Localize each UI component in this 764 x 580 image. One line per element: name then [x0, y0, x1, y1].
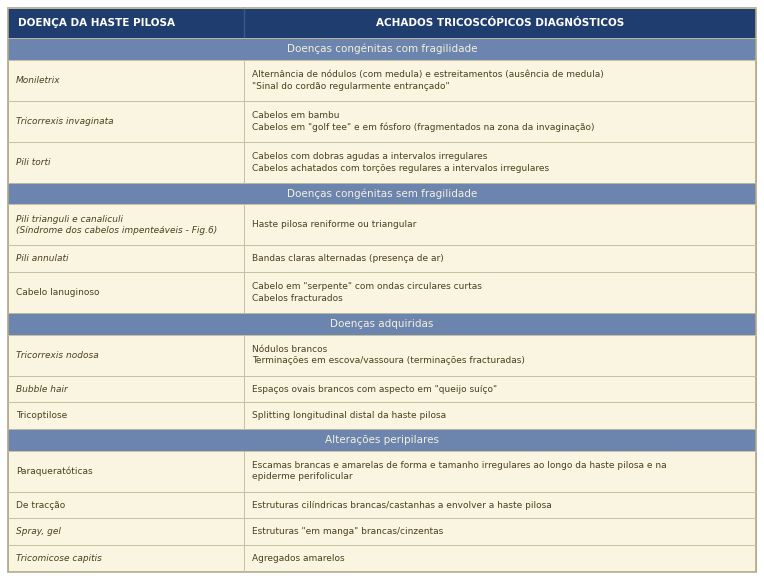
Text: Pili annulati: Pili annulati — [16, 254, 69, 263]
Text: Escamas brancas e amarelas de forma e tamanho irregulares ao longo da haste pilo: Escamas brancas e amarelas de forma e ta… — [251, 461, 666, 481]
Text: ACHADOS TRICOSCÓPICOS DIAGNÓSTICOS: ACHADOS TRICOSCÓPICOS DIAGNÓSTICOS — [376, 18, 624, 28]
Bar — [244, 519, 756, 545]
Bar — [8, 313, 756, 335]
Bar — [244, 545, 756, 572]
Text: Cabelos em bambu
Cabelos em "golf tee" e em fósforo (fragmentados na zona da inv: Cabelos em bambu Cabelos em "golf tee" e… — [251, 111, 594, 132]
Text: Bubble hair: Bubble hair — [16, 385, 68, 394]
Bar — [8, 272, 244, 313]
Text: Bandas claras alternadas (presença de ar): Bandas claras alternadas (presença de ar… — [251, 254, 443, 263]
Text: Tricomicose capitis: Tricomicose capitis — [16, 554, 102, 563]
Bar — [244, 101, 756, 142]
Text: Alternância de nódulos (com medula) e estreitamentos (ausência de medula)
"Sinal: Alternância de nódulos (com medula) e es… — [251, 70, 604, 90]
Text: Estruturas "em manga" brancas/cinzentas: Estruturas "em manga" brancas/cinzentas — [251, 527, 443, 536]
Text: Paraqueratóticas: Paraqueratóticas — [16, 466, 92, 476]
Text: Tricoptilose: Tricoptilose — [16, 411, 67, 420]
Text: Pili trianguli e canaliculi
(Síndrome dos cabelos impenteáveis - Fig.6): Pili trianguli e canaliculi (Síndrome do… — [16, 215, 217, 235]
Text: Agregados amarelos: Agregados amarelos — [251, 554, 345, 563]
Bar — [8, 451, 244, 492]
Bar — [8, 183, 756, 204]
Bar — [8, 429, 756, 451]
Bar — [8, 245, 244, 272]
Bar — [244, 492, 756, 519]
Bar — [8, 545, 244, 572]
Text: Tricorrexis nodosa: Tricorrexis nodosa — [16, 351, 99, 360]
Text: Tricorrexis invaginata: Tricorrexis invaginata — [16, 117, 114, 126]
Bar — [244, 376, 756, 403]
Bar — [8, 376, 244, 403]
Bar — [8, 101, 244, 142]
Bar — [8, 519, 244, 545]
Text: Haste pilosa reniforme ou triangular: Haste pilosa reniforme ou triangular — [251, 220, 416, 229]
Bar — [8, 204, 244, 245]
Bar — [8, 403, 244, 429]
Text: Cabelos com dobras agudas a intervalos irregulares
Cabelos achatados com torções: Cabelos com dobras agudas a intervalos i… — [251, 152, 549, 173]
Bar — [244, 272, 756, 313]
Bar — [8, 142, 244, 183]
Text: Cabelo em "serpente" com ondas circulares curtas
Cabelos fracturados: Cabelo em "serpente" com ondas circulare… — [251, 282, 481, 303]
Text: DOENÇA DA HASTE PILOSA: DOENÇA DA HASTE PILOSA — [18, 18, 175, 28]
Bar — [244, 204, 756, 245]
Text: Moniletrix: Moniletrix — [16, 76, 60, 85]
Text: Alterações peripilares: Alterações peripilares — [325, 435, 439, 445]
Text: Doenças congénitas com fragilidade: Doenças congénitas com fragilidade — [286, 44, 478, 55]
Bar — [244, 60, 756, 101]
Bar — [244, 335, 756, 376]
Bar — [244, 142, 756, 183]
Bar — [244, 245, 756, 272]
Bar — [8, 60, 244, 101]
Bar — [8, 492, 244, 519]
Text: Estruturas cilíndricas brancas/castanhas a envolver a haste pilosa: Estruturas cilíndricas brancas/castanhas… — [251, 501, 552, 510]
Text: Splitting longitudinal distal da haste pilosa: Splitting longitudinal distal da haste p… — [251, 411, 445, 420]
Bar — [244, 451, 756, 492]
Text: De tracção: De tracção — [16, 501, 65, 510]
Bar — [8, 38, 756, 60]
Text: Espaços ovais brancos com aspecto em "queijo suíço": Espaços ovais brancos com aspecto em "qu… — [251, 385, 497, 394]
Text: Doenças congénitas sem fragilidade: Doenças congénitas sem fragilidade — [286, 188, 478, 199]
Text: Doenças adquiridas: Doenças adquiridas — [330, 319, 434, 329]
Bar — [244, 403, 756, 429]
Text: Cabelo lanuginoso: Cabelo lanuginoso — [16, 288, 99, 297]
Text: Nódulos brancos
Terminações em escova/vassoura (terminações fracturadas): Nódulos brancos Terminações em escova/va… — [251, 345, 525, 365]
Text: Spray, gel: Spray, gel — [16, 527, 61, 536]
Bar — [8, 335, 244, 376]
Text: Pili torti: Pili torti — [16, 158, 50, 167]
Bar — [8, 8, 756, 38]
